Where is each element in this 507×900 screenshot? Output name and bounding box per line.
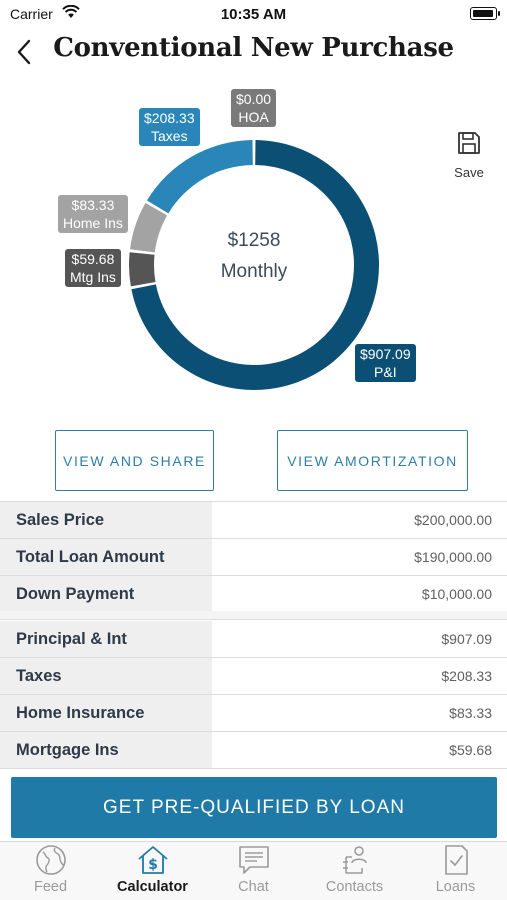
- table-row-principal-int: Principal & Int $907.09: [0, 621, 507, 658]
- row-value: $200,000.00: [414, 512, 492, 528]
- donut-svg: [129, 140, 379, 390]
- payment-breakdown-table: Principal & Int $907.09 Taxes $208.33 Ho…: [0, 621, 507, 769]
- slice-name-hoa: HOA: [238, 109, 269, 125]
- table-row-total-loan-amount: Total Loan Amount $190,000.00: [0, 539, 507, 576]
- table-row-sales-price: Sales Price $200,000.00: [0, 502, 507, 539]
- row-value: $10,000.00: [421, 586, 492, 602]
- chart-period: Monthly: [220, 261, 288, 282]
- slice-label-home-ins: $83.33 Home Ins: [58, 195, 128, 233]
- row-value: $83.33: [449, 705, 492, 721]
- row-value: $190,000.00: [414, 549, 492, 565]
- save-label: Save: [454, 165, 484, 180]
- save-button[interactable]: Save: [448, 130, 490, 184]
- table-row-down-payment: Down Payment $10,000.00: [0, 576, 507, 613]
- status-time: 10:35 AM: [220, 6, 287, 23]
- slice-amount-home-ins: $83.33: [71, 197, 115, 213]
- row-value: $907.09: [441, 631, 492, 647]
- slice-amount-hoa: $0.00: [236, 91, 272, 107]
- chat-bubble-icon: [238, 846, 269, 874]
- row-value: $208.33: [441, 668, 492, 684]
- tab-chat[interactable]: Chat: [203, 844, 304, 900]
- wifi-icon: [62, 5, 80, 18]
- row-label: Down Payment: [0, 576, 212, 612]
- slice-name-mtg-ins: Mtg Ins: [70, 269, 116, 285]
- slice-amount-taxes: $208.33: [144, 110, 195, 126]
- page-title: Conventional New Purchase: [53, 33, 454, 63]
- table-row-taxes: Taxes $208.33: [0, 658, 507, 695]
- tab-calculator[interactable]: $ Calculator: [102, 844, 203, 900]
- donut-slice-home-ins: [129, 203, 168, 253]
- donut-slice-mtg-ins: [129, 252, 156, 287]
- tab-loans[interactable]: Loans: [405, 844, 506, 900]
- slice-label-mtg-ins: $59.68 Mtg Ins: [65, 249, 121, 287]
- section-divider: [0, 611, 507, 620]
- contacts-icon: [342, 846, 367, 874]
- tab-contacts[interactable]: Contacts: [304, 844, 405, 900]
- loan-summary-table: Sales Price $200,000.00 Total Loan Amoun…: [0, 501, 507, 613]
- house-dollar-icon: $: [137, 846, 168, 874]
- tab-label: Contacts: [325, 879, 384, 895]
- tab-label: Calculator: [117, 879, 188, 895]
- table-row-mortgage-ins: Mortgage Ins $59.68: [0, 732, 507, 769]
- payment-donut-chart: $1258 Monthly $907.09 P&I $59.68 Mtg Ins…: [0, 80, 507, 410]
- slice-name-home-ins: Home Ins: [63, 215, 123, 231]
- tab-feed[interactable]: Feed: [0, 844, 101, 900]
- row-label: Principal & Int: [0, 621, 212, 657]
- row-label: Taxes: [0, 658, 212, 694]
- slice-label-hoa: $0.00 HOA: [231, 89, 277, 127]
- slice-amount-mtg-ins: $59.68: [71, 251, 115, 267]
- slice-name-taxes: Taxes: [151, 128, 188, 144]
- svg-text:$: $: [148, 857, 158, 873]
- row-label: Sales Price: [0, 502, 212, 538]
- get-prequalified-button[interactable]: GET PRE-QUALIFIED BY LOAN: [11, 777, 497, 838]
- tab-label: Loans: [435, 879, 476, 895]
- slice-label-pi: $907.09 P&I: [355, 344, 416, 382]
- back-button[interactable]: [10, 36, 38, 68]
- row-value: $59.68: [449, 742, 492, 758]
- globe-icon: [35, 845, 66, 875]
- table-row-home-insurance: Home Insurance $83.33: [0, 695, 507, 732]
- chart-center: $1258 Monthly: [164, 230, 344, 283]
- carrier-label: Carrier: [10, 6, 53, 22]
- row-label: Total Loan Amount: [0, 539, 212, 575]
- tab-label: Chat: [238, 879, 269, 895]
- donut-slice-taxes: [146, 140, 253, 214]
- view-and-share-button[interactable]: VIEW AND SHARE: [55, 430, 214, 491]
- status-bar: Carrier 10:35 AM: [0, 0, 507, 28]
- view-amortization-button[interactable]: VIEW AMORTIZATION: [277, 430, 468, 491]
- row-label: Home Insurance: [0, 695, 212, 731]
- slice-label-taxes: $208.33 Taxes: [139, 108, 200, 146]
- battery-icon: [470, 7, 500, 20]
- chart-total: $1258: [227, 230, 281, 251]
- battery-level: [472, 9, 494, 17]
- tab-label: Feed: [33, 879, 68, 895]
- slice-name-pi: P&I: [374, 364, 397, 380]
- tab-bar: Feed $ Calculator Chat Contacts: [0, 841, 507, 900]
- floppy-disk-icon: [458, 132, 480, 154]
- chevron-left-icon: [17, 39, 31, 65]
- row-label: Mortgage Ins: [0, 732, 212, 768]
- slice-amount-pi: $907.09: [360, 346, 411, 362]
- document-check-icon: [444, 845, 468, 875]
